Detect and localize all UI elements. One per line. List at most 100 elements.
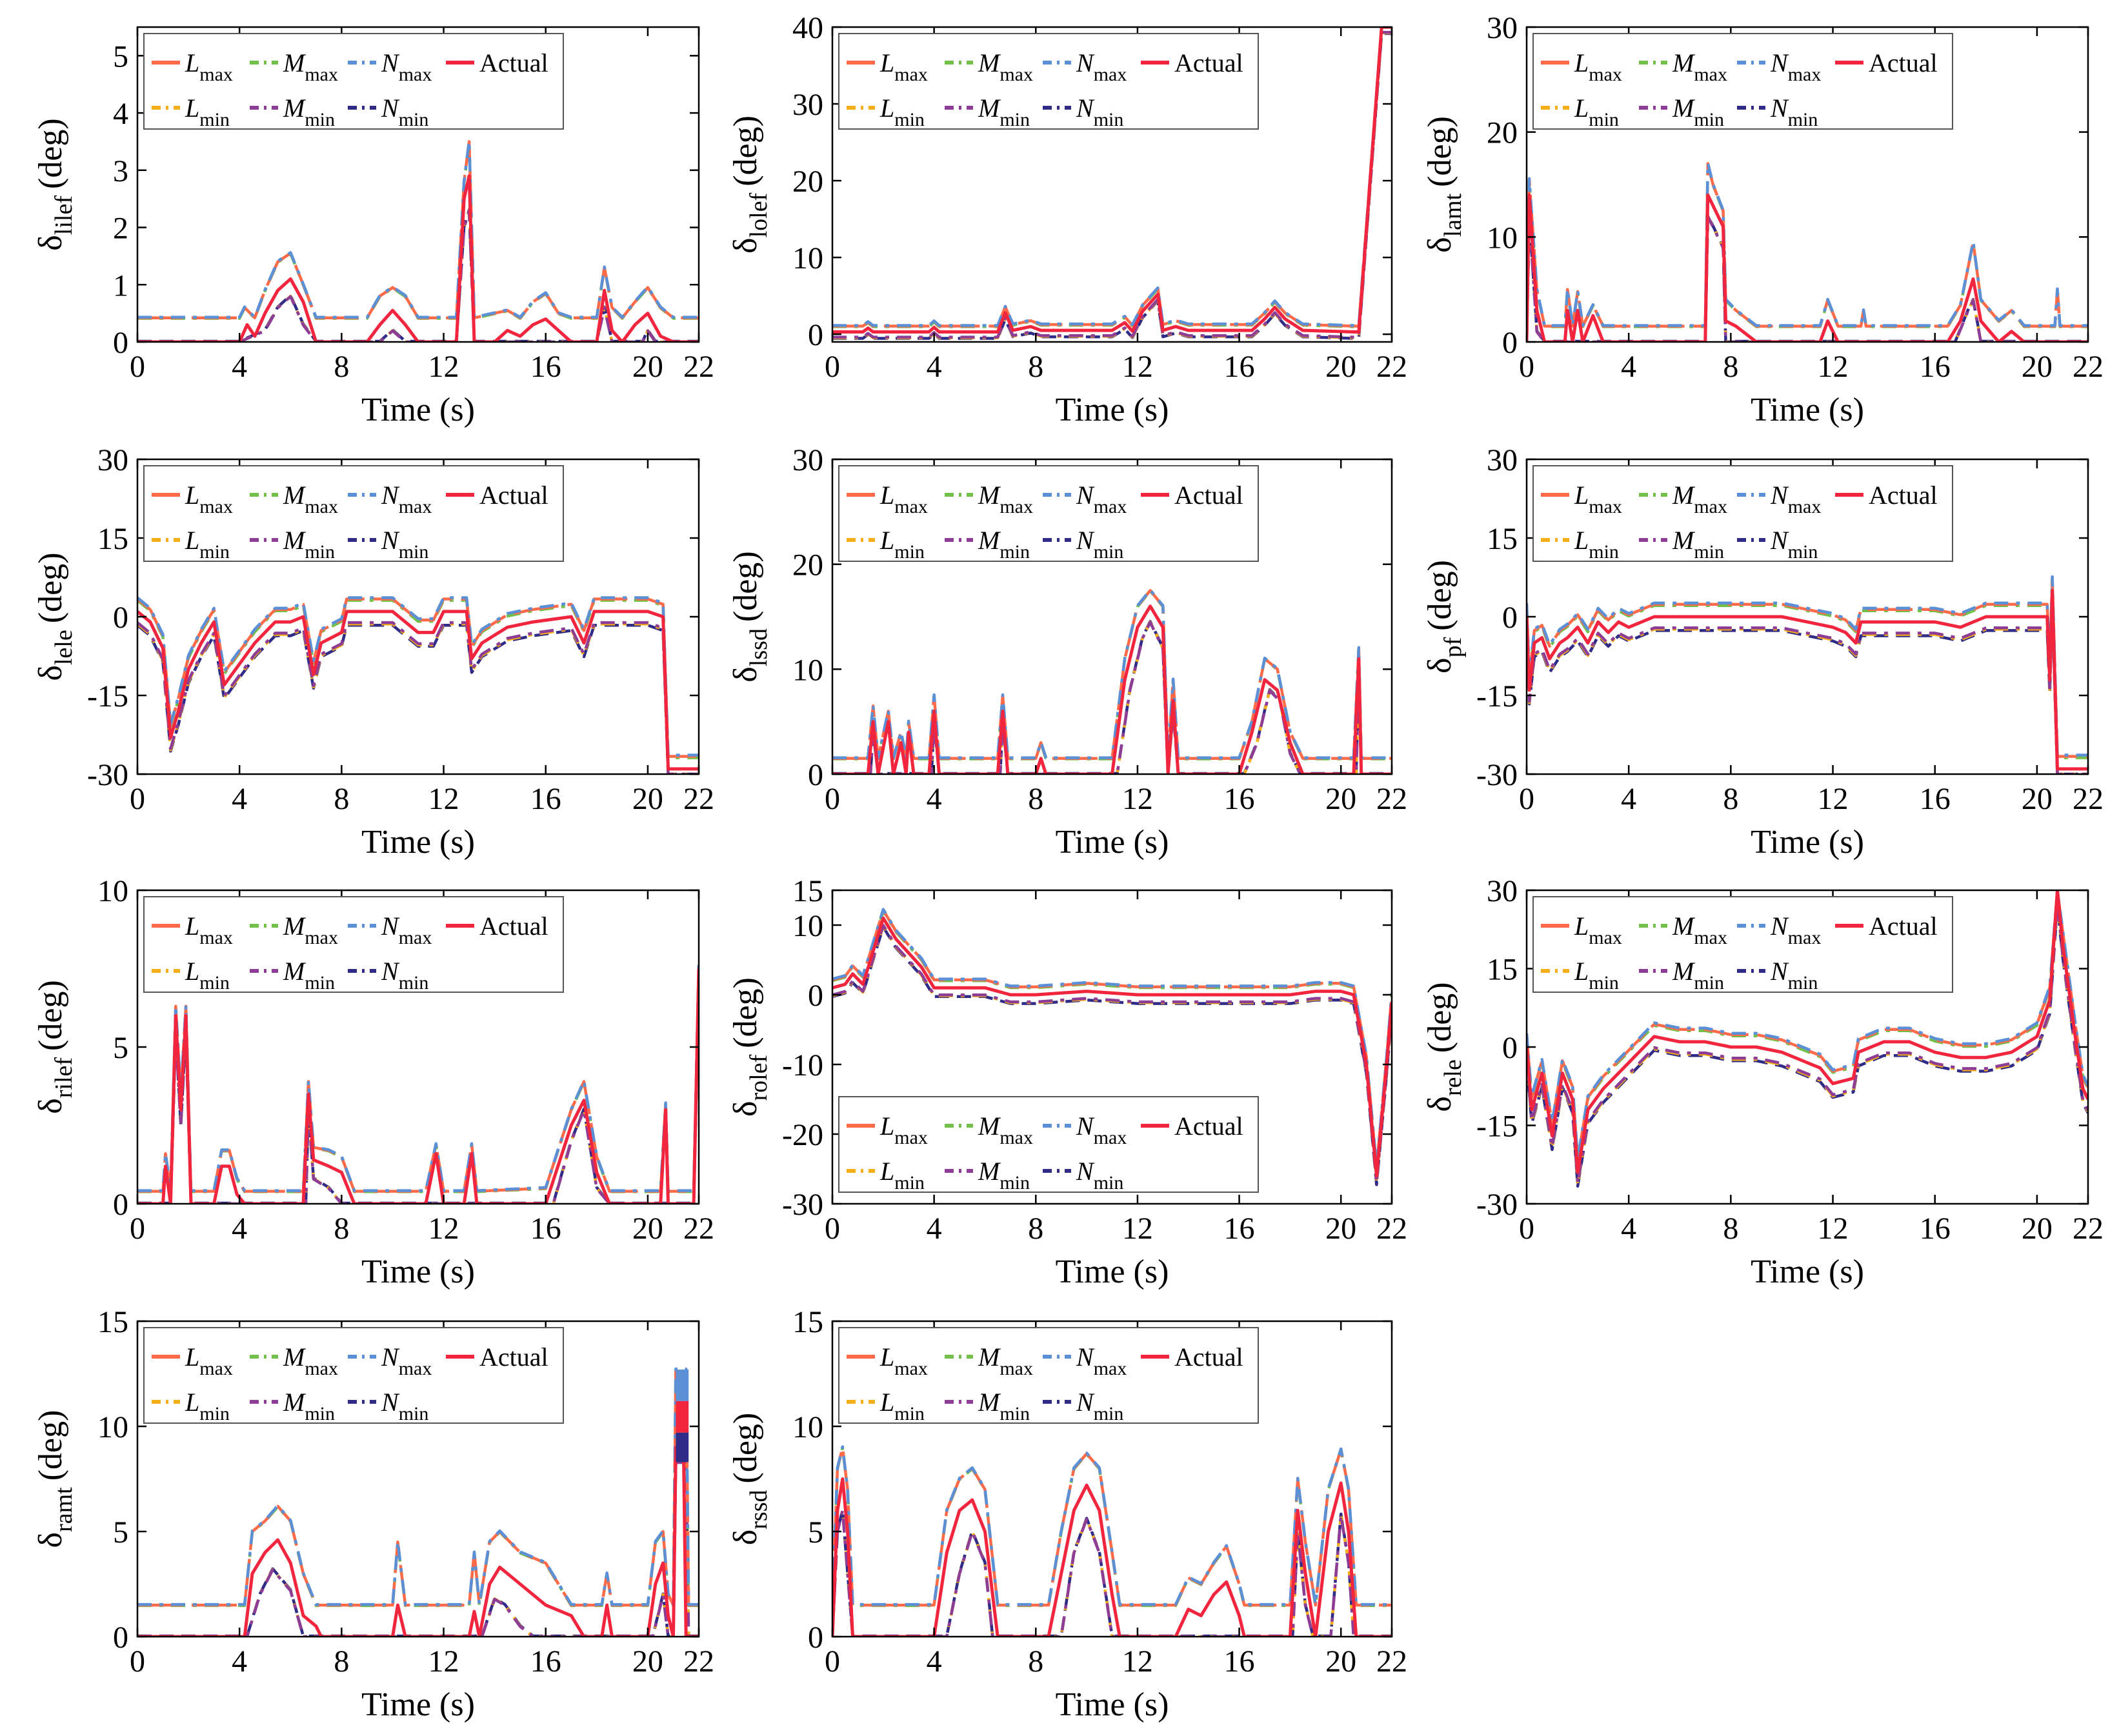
legend-label-Actual: Actual	[1869, 48, 1938, 77]
y-tick-label: 0	[808, 318, 823, 352]
y-axis-label: δlele (deg)	[32, 552, 77, 681]
y-label-subscript: lssd	[745, 628, 772, 666]
y-label-subscript: rolef	[745, 1054, 772, 1101]
x-tick-label: 20	[2022, 350, 2053, 384]
y-label-subscript: lilef	[50, 195, 77, 235]
legend-label-Actual: Actual	[1174, 48, 1243, 77]
legend-base: M	[978, 1388, 1001, 1417]
x-tick-label: 20	[632, 350, 663, 384]
legend-sub: max	[305, 64, 338, 85]
legend-label-Lmax: Lmax	[185, 1342, 233, 1379]
y-label-subscript: lele	[50, 630, 77, 665]
legend-label-Nmin: Nmin	[381, 1388, 428, 1424]
legend-label-Actual: Actual	[1869, 912, 1938, 941]
legend-base: N	[381, 94, 400, 123]
legend-sub: max	[305, 927, 338, 948]
legend-label-Nmin: Nmin	[1770, 526, 1818, 563]
plot-area	[137, 596, 699, 774]
plot-area	[1527, 161, 2088, 342]
legend-base: N	[381, 1342, 400, 1372]
series-Nmin-line	[137, 208, 699, 342]
y-label-subscript: lolef	[745, 192, 772, 237]
x-tick-label: 12	[428, 1212, 459, 1246]
legend-label-Lmin: Lmin	[1574, 957, 1619, 993]
series-Mmin-line	[832, 1509, 1392, 1637]
legend-box	[838, 1096, 1259, 1193]
y-label-delta: δ	[1421, 237, 1458, 253]
y-axis-label: δramt (deg)	[32, 1410, 77, 1548]
series-Nmin-line	[1527, 214, 2088, 342]
legend-label-Mmin: Mmin	[283, 957, 335, 993]
series-Mmax-line	[1527, 577, 2088, 759]
marker-block	[676, 1401, 689, 1433]
legend-label-Mmax: Mmax	[283, 48, 338, 85]
plot-area	[1527, 890, 2088, 1188]
y-label-unit: (deg)	[32, 118, 69, 189]
legend-base: Actual	[479, 481, 548, 510]
legend-sub: max	[999, 1127, 1033, 1148]
legend-sub: max	[1094, 64, 1127, 85]
legend-label-Mmax: Mmax	[1672, 481, 1727, 517]
x-tick-label: 0	[130, 782, 145, 816]
series-Mmin-line	[832, 923, 1392, 1185]
x-tick-label: 8	[1723, 782, 1738, 816]
x-tick-label: 12	[428, 1644, 459, 1679]
x-tick-label: 4	[232, 1644, 247, 1679]
y-axis-label: δlilef (deg)	[32, 118, 77, 250]
x-tick-label: 16	[1224, 1644, 1255, 1679]
legend-sub: max	[894, 1358, 928, 1379]
legend-label-Nmax: Nmax	[1770, 912, 1821, 948]
legend-label-Nmax: Nmax	[381, 481, 432, 517]
legend-base: N	[1076, 1342, 1095, 1372]
y-tick-label: 10	[792, 241, 823, 275]
legend-sub: max	[1094, 1358, 1127, 1379]
y-tick-label: -30	[782, 1188, 823, 1222]
legend-label-Mmin: Mmin	[283, 526, 335, 563]
y-axis-label: δlssd (deg)	[727, 551, 772, 682]
legend-sub: max	[894, 496, 928, 517]
legend-base: Actual	[1174, 1342, 1243, 1372]
legend-label-Lmax: Lmax	[185, 481, 233, 517]
legend-base: M	[978, 48, 1001, 77]
legend-box	[143, 1327, 564, 1424]
legend-label-Actual: Actual	[479, 912, 548, 941]
legend-base: M	[283, 912, 306, 941]
legend-sub: max	[999, 64, 1033, 85]
legend-label-Nmin: Nmin	[381, 94, 428, 130]
x-axis-label: Time (s)	[1056, 1253, 1169, 1290]
legend-box	[143, 896, 564, 993]
y-tick-label: 4	[113, 97, 128, 131]
legend-label-Lmin: Lmin	[879, 1157, 925, 1193]
x-tick-label: 0	[130, 1212, 145, 1246]
legend-label-Lmax: Lmax	[879, 481, 928, 517]
legend-label-Mmin: Mmin	[978, 94, 1030, 130]
series-Mmin-line	[137, 209, 699, 342]
series-Lmax-line	[832, 589, 1392, 760]
x-tick-label: 4	[927, 350, 942, 384]
legend-sub: max	[1788, 64, 1822, 85]
x-tick-label: 4	[1621, 1212, 1636, 1246]
legend-base: L	[879, 48, 894, 77]
legend-base: N	[1076, 1112, 1095, 1141]
series-Actual-line	[1527, 588, 2088, 771]
y-tick-label: -15	[87, 679, 128, 713]
axes-box	[831, 458, 1393, 775]
plot-area	[832, 1445, 1392, 1637]
y-label-delta: δ	[32, 235, 69, 251]
series-Actual-line	[137, 1446, 699, 1637]
legend-base: L	[185, 48, 199, 77]
series-Nmax-line	[832, 1445, 1392, 1606]
legend-label-Nmax: Nmax	[1076, 1342, 1127, 1379]
legend-box	[1532, 33, 1953, 130]
x-tick-label: 0	[130, 1644, 145, 1679]
legend-sub: min	[199, 541, 230, 563]
x-tick-label: 22	[1376, 350, 1407, 384]
legend-sub: min	[894, 1172, 925, 1193]
legend-base: N	[1076, 1157, 1095, 1186]
legend-base: M	[1672, 912, 1696, 941]
legend-label-Lmin: Lmin	[185, 94, 230, 130]
